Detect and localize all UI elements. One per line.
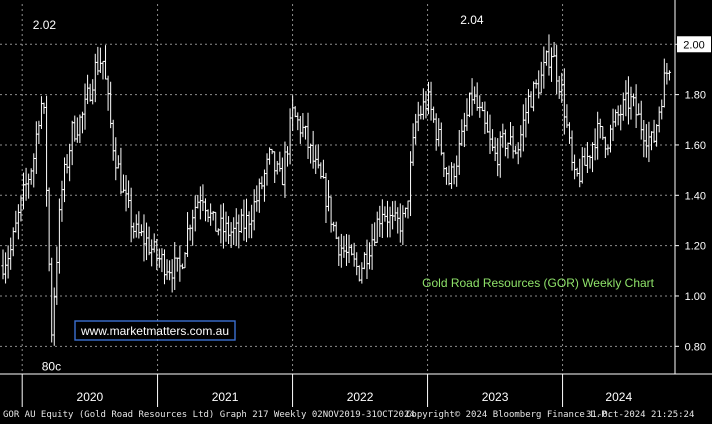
x-tick-label: 2022 (347, 390, 374, 404)
y-tick-label: 1.00 (685, 291, 706, 303)
y-tick-label: 1.80 (685, 90, 706, 102)
x-tick-label: 2020 (77, 390, 104, 404)
x-tick-label: 2024 (605, 390, 632, 404)
x-tick-label: 2021 (212, 390, 239, 404)
last-price-tag (677, 36, 711, 53)
last-price-label: 2.00 (683, 39, 704, 51)
watermark-link[interactable]: www.marketmatters.com.au (80, 324, 229, 338)
annotations: 2.02 2.04 80c (33, 13, 484, 373)
footer-bar: GOR AU Equity (Gold Road Resources Ltd) … (0, 407, 712, 424)
x-axis: 2020 2021 2022 2023 2024 (0, 373, 712, 407)
footer-security-info: GOR AU Equity (Gold Road Resources Ltd) … (3, 410, 415, 420)
watermark-box (74, 320, 236, 341)
gridlines (0, 4, 675, 374)
chart-title: Gold Road Resources (GOR) Weekly Chart (422, 276, 655, 290)
y-tick-label: 1.60 (685, 140, 706, 152)
footer-timestamp: 31-Oct-2024 21:25:24 (586, 410, 695, 420)
y-axis: 0.801.001.201.401.601.802.002.00 (674, 0, 711, 374)
price-annotation: 2.04 (460, 13, 484, 27)
ohlc-bars (1, 34, 672, 346)
y-tick-label: 1.40 (685, 190, 706, 202)
price-annotation: 80c (42, 359, 61, 373)
x-tick-label: 2023 (482, 390, 509, 404)
footer-copyright: Copyright© 2024 Bloomberg Finance L.P. (406, 410, 612, 420)
price-annotation: 2.02 (33, 18, 57, 32)
y-tick-label: 0.80 (685, 341, 706, 353)
y-tick-label: 1.20 (685, 241, 706, 253)
